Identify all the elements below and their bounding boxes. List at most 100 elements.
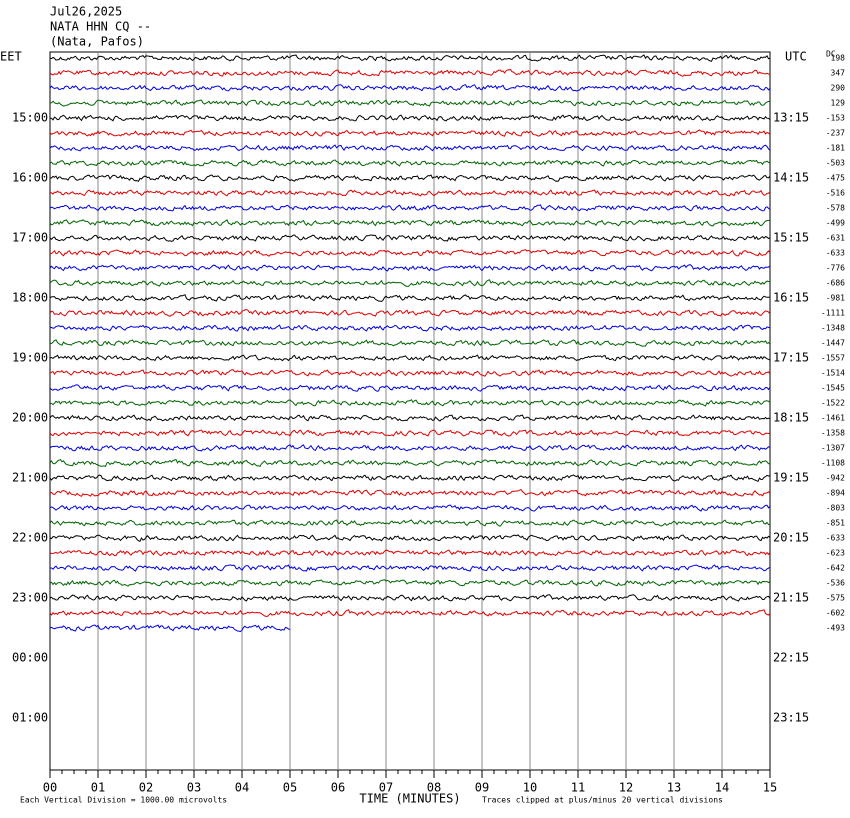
dc-offset: -516 xyxy=(826,189,845,198)
dc-offset: -642 xyxy=(826,564,845,573)
trace xyxy=(49,294,771,303)
dc-offset: -776 xyxy=(826,264,845,273)
x-tick-label: 03 xyxy=(187,781,201,795)
x-tick-label: 14 xyxy=(715,781,729,795)
header-station: NATA HHN CQ -- xyxy=(50,20,151,34)
left-time: 17:00 xyxy=(12,231,48,245)
right-time: 18:15 xyxy=(773,411,809,425)
trace xyxy=(49,534,771,542)
dc-offset: -633 xyxy=(826,249,845,258)
trace xyxy=(49,84,771,92)
dc-offset: -1447 xyxy=(821,339,845,348)
right-time: 16:15 xyxy=(773,291,809,305)
dc-offset: -1557 xyxy=(821,354,845,363)
right-time: 20:15 xyxy=(773,531,809,545)
trace xyxy=(49,324,771,332)
trace xyxy=(49,369,771,377)
trace xyxy=(49,609,771,617)
left-time: 19:00 xyxy=(12,351,48,365)
trace xyxy=(49,594,771,602)
left-time: 21:00 xyxy=(12,471,48,485)
header-date: Jul26,2025 xyxy=(50,5,122,19)
right-time: 22:15 xyxy=(773,651,809,665)
trace xyxy=(49,69,771,77)
right-time: 15:15 xyxy=(773,231,809,245)
trace xyxy=(49,234,771,242)
dc-offset: -181 xyxy=(826,144,845,153)
dc-offset: -602 xyxy=(826,609,845,618)
footer-right: Traces clipped at plus/minus 20 vertical… xyxy=(482,796,723,805)
left-time: 18:00 xyxy=(12,291,48,305)
right-time: 14:15 xyxy=(773,171,809,185)
dc-offset: 198 xyxy=(831,54,846,63)
trace xyxy=(49,99,771,107)
x-tick-label: 11 xyxy=(571,781,585,795)
right-time: 17:15 xyxy=(773,351,809,365)
x-tick-label: 15 xyxy=(763,781,777,795)
left-time: 00:00 xyxy=(12,651,48,665)
trace xyxy=(49,504,771,512)
dc-offset: -1111 xyxy=(821,309,845,318)
x-tick-label: 13 xyxy=(667,781,681,795)
header-location: (Nata, Pafos) xyxy=(50,35,144,49)
trace xyxy=(49,219,771,227)
trace xyxy=(49,279,771,287)
dc-offset: -1307 xyxy=(821,444,845,453)
trace xyxy=(49,54,771,62)
left-time: 15:00 xyxy=(12,111,48,125)
dc-offset: -578 xyxy=(826,204,845,213)
dc-offset: -475 xyxy=(826,174,845,183)
dc-offset: -536 xyxy=(826,579,845,588)
left-time: 16:00 xyxy=(12,171,48,185)
dc-offset: -894 xyxy=(826,489,845,498)
trace xyxy=(49,549,771,557)
trace xyxy=(49,144,771,152)
trace xyxy=(49,458,771,468)
trace xyxy=(49,114,771,122)
right-zone: UTC xyxy=(785,50,807,64)
dc-offset: -1514 xyxy=(821,369,845,378)
x-tick-label: 02 xyxy=(139,781,153,795)
dc-offset: -686 xyxy=(826,279,845,288)
trace xyxy=(49,339,771,347)
trace xyxy=(49,488,771,497)
trace xyxy=(49,264,771,272)
trace xyxy=(49,414,771,422)
trace xyxy=(50,564,771,572)
left-time: 01:00 xyxy=(12,711,48,725)
dc-offset: 129 xyxy=(831,99,846,108)
dc-offset: -631 xyxy=(826,234,845,243)
trace xyxy=(49,354,771,362)
x-tick-label: 05 xyxy=(283,781,297,795)
x-tick-label: 10 xyxy=(523,781,537,795)
left-time: 23:00 xyxy=(12,591,48,605)
x-tick-label: 12 xyxy=(619,781,633,795)
dc-offset: -1522 xyxy=(821,399,845,408)
x-tick-label: 06 xyxy=(331,781,345,795)
trace xyxy=(49,189,771,197)
trace xyxy=(49,429,771,437)
right-time: 19:15 xyxy=(773,471,809,485)
dc-offset: -942 xyxy=(826,474,845,483)
dc-offset: -575 xyxy=(826,594,845,603)
right-time: 13:15 xyxy=(773,111,809,125)
dc-offset: 290 xyxy=(831,84,846,93)
left-time: 22:00 xyxy=(12,531,48,545)
trace xyxy=(49,579,771,587)
x-tick-label: 01 xyxy=(91,781,105,795)
dc-offset: -851 xyxy=(826,519,845,528)
dc-offset: -981 xyxy=(826,294,845,303)
dc-offset: -237 xyxy=(826,129,845,138)
left-time: 20:00 xyxy=(12,411,48,425)
trace xyxy=(49,624,291,633)
right-time: 23:15 xyxy=(773,711,809,725)
dc-offset: -803 xyxy=(826,504,845,513)
trace xyxy=(49,308,771,317)
dc-offset: -499 xyxy=(826,219,845,228)
trace xyxy=(49,129,771,137)
trace xyxy=(49,474,771,482)
dc-offset: -153 xyxy=(826,114,845,123)
right-time: 21:15 xyxy=(773,591,809,605)
dc-heading: DC xyxy=(826,50,836,59)
